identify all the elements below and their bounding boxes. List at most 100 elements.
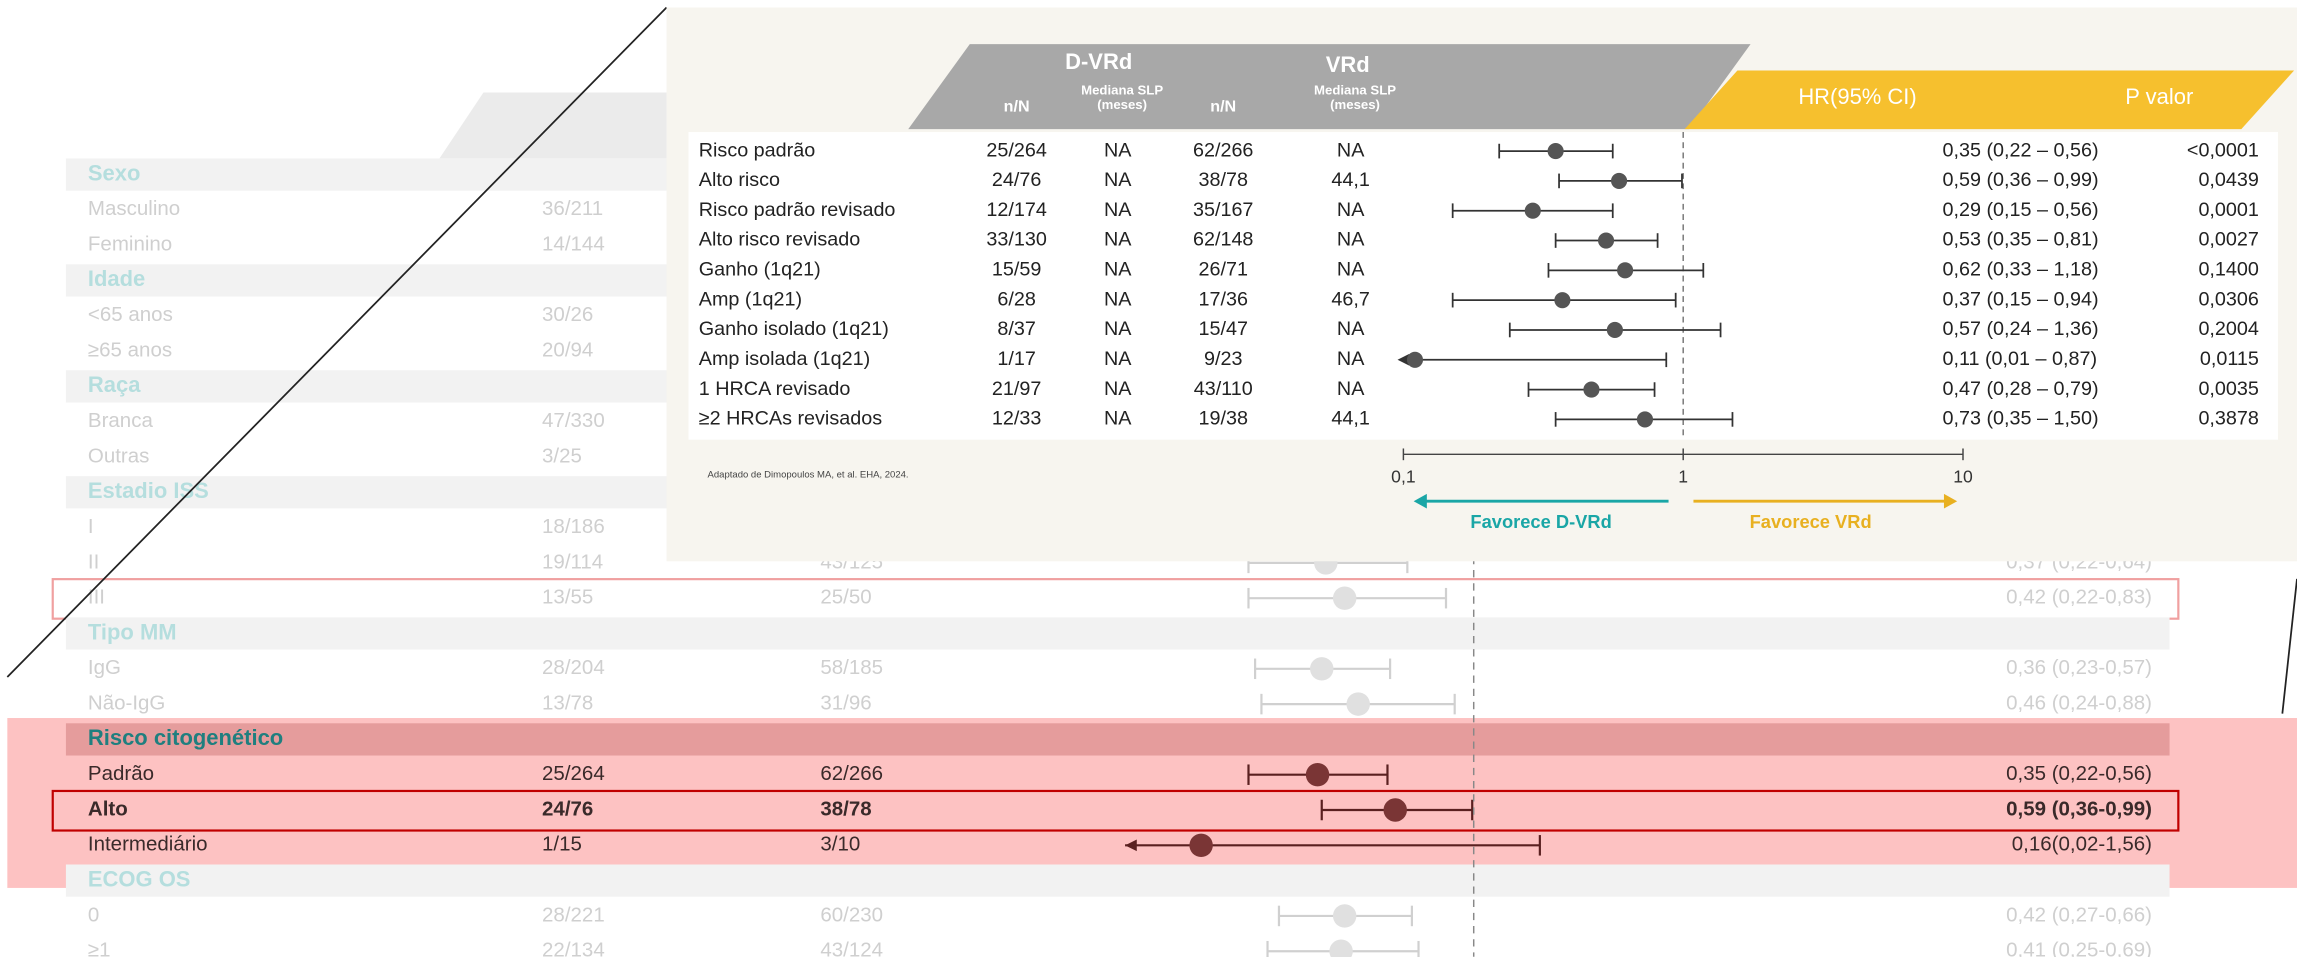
row-label: Alto risco (699, 169, 780, 191)
row-n2: 31/96 (820, 692, 871, 715)
row-hr: 0,62 (0,33 – 1,18) (1942, 259, 2098, 281)
x-tick-label: 0,1 (1391, 466, 1415, 486)
row-p: 0,0306 (2198, 288, 2258, 310)
row-label: ≥65 anos (88, 338, 172, 361)
favors-right: Favorece VRd (1750, 511, 1872, 532)
hr-point (1189, 833, 1213, 858)
row-label: II (88, 550, 99, 573)
row-label: Ganho isolado (1q21) (699, 318, 889, 340)
group-title: Sexo (88, 160, 141, 185)
row-n2: 15/47 (1198, 318, 1247, 340)
group-title: Tipo MM (88, 619, 177, 644)
row-n1: 19/114 (542, 550, 603, 573)
ci-arrow (1397, 353, 1410, 366)
row-label: Ganho (1q21) (699, 259, 821, 281)
row-med1: NA (1104, 288, 1132, 310)
hr-point (1332, 904, 1357, 928)
group-title: ECOG OS (88, 866, 191, 891)
column-header: (meses) (1097, 97, 1147, 112)
row-label: Padrão (88, 762, 154, 785)
row-p: 0,0027 (2198, 229, 2258, 251)
row-med2: NA (1337, 348, 1365, 370)
hr-point (1611, 172, 1628, 189)
row-n2: 43/110 (1194, 378, 1253, 400)
row-outline (51, 578, 2180, 620)
row-label: ≥2 HRCAs revisados (699, 408, 882, 430)
row-n1: 13/78 (542, 692, 593, 715)
row-n2: 35/167 (1193, 199, 1253, 221)
hr-point (1332, 586, 1357, 610)
row-p: 0,0115 (2200, 348, 2259, 370)
row-label: Alto risco revisado (699, 229, 860, 251)
row-p: 0,3878 (2198, 408, 2258, 430)
row-n2: 62/266 (1193, 139, 1253, 161)
group-title: Estadio ISS (88, 478, 209, 503)
hr-point (1346, 692, 1370, 716)
row-hr: 0,36 (0,23-0,57) (2006, 656, 2152, 679)
row-n2: 26/71 (1198, 259, 1247, 281)
table-body (688, 132, 2278, 440)
row-n1: 47/330 (542, 409, 605, 432)
row-n2: 62/148 (1193, 229, 1253, 251)
row-med1: NA (1104, 229, 1132, 251)
row-n1: 20/94 (542, 338, 593, 361)
row-n1: 24/76 (542, 797, 593, 820)
hr-header-text: HR(95% CI) (1798, 84, 1916, 109)
column-header: Mediana SLP (1081, 83, 1163, 98)
row-n1: 25/264 (986, 139, 1046, 161)
arm-header (908, 44, 1751, 130)
hr-header (1684, 70, 2295, 130)
hr-point (1606, 321, 1623, 339)
favor-arrowhead (1943, 493, 1958, 509)
row-n1: 28/221 (542, 903, 605, 926)
row-med1: NA (1104, 139, 1132, 161)
x-tick-label: 1 (1678, 466, 1688, 486)
row-label: 0 (88, 903, 99, 926)
hr-point (1597, 232, 1615, 249)
row-n1: 8/37 (997, 318, 1035, 340)
row-med2: NA (1337, 318, 1365, 340)
row-label: Outras (88, 444, 150, 467)
hr-point (1554, 292, 1571, 309)
row-n2: 38/78 (1198, 169, 1247, 191)
hr-point (1636, 411, 1654, 428)
highlight-overlay (7, 718, 2297, 888)
row-label: Alto (88, 797, 128, 820)
row-hr: 0,46 (0,24-0,88) (2006, 692, 2152, 715)
row-n1: 18/186 (542, 515, 605, 538)
row-med2: 44,1 (1331, 169, 1369, 191)
row-med1: NA (1104, 169, 1132, 191)
row-hr: 0,73 (0,35 – 1,50) (1942, 408, 2098, 430)
row-label: Amp (1q21) (699, 288, 802, 310)
group-band (65, 617, 2170, 650)
zoom-line (2281, 578, 2297, 714)
row-n2: 19/38 (1198, 408, 1247, 430)
favors-left: Favorece D-VRd (1470, 511, 1611, 532)
row-med2: NA (1337, 229, 1365, 251)
header-shape (439, 92, 667, 159)
hr-point (1310, 657, 1334, 681)
row-n1: 1/15 (542, 833, 582, 856)
row-label: III (88, 586, 105, 609)
row-hr: 0,57 (0,24 – 1,36) (1942, 318, 2098, 340)
row-hr: 0,42 (0,22-0,83) (2006, 586, 2152, 609)
row-n1: 6/28 (997, 288, 1035, 310)
row-label: Risco padrão (699, 139, 815, 161)
row-p: 0,0439 (2198, 169, 2258, 191)
row-n2: 38/78 (820, 797, 871, 820)
row-med2: 46,7 (1331, 288, 1369, 310)
row-hr: 0,59 (0,36 – 0,99) (1942, 169, 2098, 191)
row-n1: 12/174 (986, 199, 1046, 221)
p-header-text: P valor (2125, 84, 2193, 109)
row-n2: 60/230 (820, 903, 883, 926)
row-outline (51, 789, 2180, 832)
row-n1: 15/59 (992, 259, 1041, 281)
row-hr: 0,41 (0,25-0,69) (2006, 939, 2152, 957)
ci-arrow (1125, 839, 1137, 852)
row-hr: 0,35 (0,22-0,56) (2006, 762, 2152, 785)
row-n1: 33/130 (986, 229, 1046, 251)
row-label: <65 anos (88, 303, 173, 326)
row-med1: NA (1104, 199, 1132, 221)
row-label: Amp isolada (1q21) (699, 348, 870, 370)
